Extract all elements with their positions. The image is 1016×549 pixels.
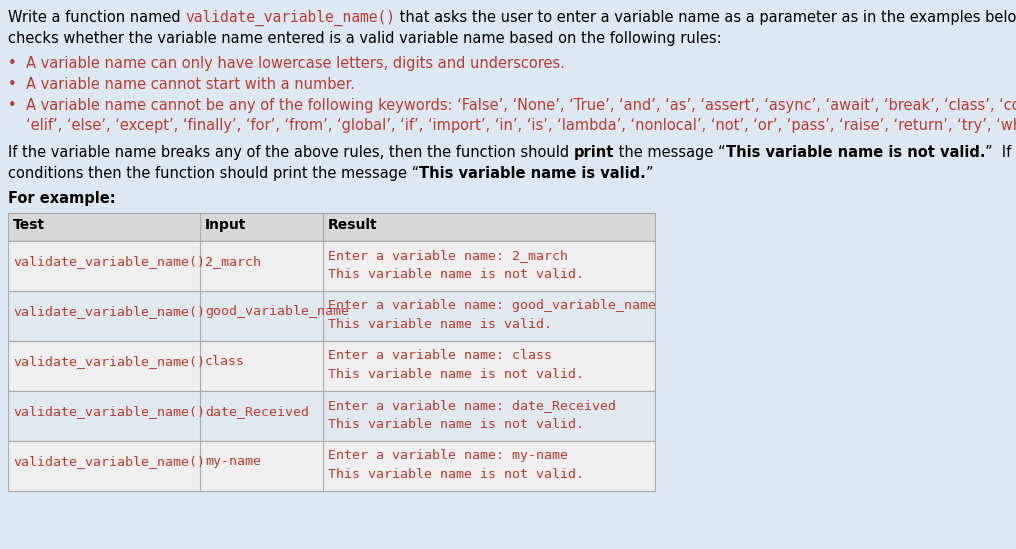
Text: checks whether the variable name entered is a valid variable name based on the f: checks whether the variable name entered… (8, 31, 721, 46)
Bar (8, 341, 655, 391)
Text: ‘elif’, ‘else’, ‘except’, ‘finally’, ‘for’, ‘from’, ‘global’, ‘if’, ‘import’, ‘i: ‘elif’, ‘else’, ‘except’, ‘finally’, ‘fo… (26, 118, 1016, 133)
Text: Input: Input (205, 218, 246, 232)
Text: •  A variable name cannot start with a number.: • A variable name cannot start with a nu… (8, 77, 355, 92)
Text: ”: ” (646, 166, 653, 181)
Bar (8, 441, 655, 491)
Text: validate_variable_name(): validate_variable_name() (13, 255, 205, 268)
Bar (8, 241, 655, 291)
Text: Enter a variable name: my-name: Enter a variable name: my-name (328, 449, 568, 462)
Text: good_variable_name: good_variable_name (205, 305, 350, 318)
Text: Enter a variable name: class: Enter a variable name: class (328, 349, 552, 362)
Text: Enter a variable name: good_variable_name: Enter a variable name: good_variable_nam… (328, 299, 656, 312)
Bar (8, 213, 655, 241)
Bar (8, 291, 655, 341)
Text: Result: Result (328, 218, 378, 232)
Text: class: class (205, 355, 245, 368)
Text: If the variable name breaks any of the above rules, then the function should: If the variable name breaks any of the a… (8, 145, 574, 160)
Text: •  A variable name cannot be any of the following keywords: ‘False’, ‘None’, ‘Tr: • A variable name cannot be any of the f… (8, 98, 1016, 113)
Text: my-name: my-name (205, 455, 261, 468)
Text: This variable name is not valid.: This variable name is not valid. (328, 418, 584, 431)
Text: validate_variable_name(): validate_variable_name() (13, 455, 205, 468)
Text: This variable name is not valid.: This variable name is not valid. (328, 268, 584, 281)
Text: This variable name is valid.: This variable name is valid. (328, 318, 552, 331)
Text: This variable name is not valid.: This variable name is not valid. (328, 368, 584, 381)
Text: that asks the user to enter a variable name as a parameter as in the examples be: that asks the user to enter a variable n… (395, 10, 1016, 25)
Text: Enter a variable name: 2_march: Enter a variable name: 2_march (328, 249, 568, 262)
Text: 2_march: 2_march (205, 255, 261, 268)
Text: conditions then the function should print the message “: conditions then the function should prin… (8, 166, 420, 181)
Text: validate_variable_name(): validate_variable_name() (13, 405, 205, 418)
Text: validate_variable_name(): validate_variable_name() (13, 355, 205, 368)
Text: Write a function named: Write a function named (8, 10, 185, 25)
Text: •  A variable name can only have lowercase letters, digits and underscores.: • A variable name can only have lowercas… (8, 56, 565, 71)
Bar (8, 391, 655, 441)
Text: This variable name is not valid.: This variable name is not valid. (328, 468, 584, 481)
Text: validate_variable_name(): validate_variable_name() (185, 10, 395, 26)
Text: date_Received: date_Received (205, 405, 309, 418)
Text: This variable name is not valid.: This variable name is not valid. (725, 145, 986, 160)
Text: validate_variable_name(): validate_variable_name() (13, 305, 205, 318)
Text: print: print (574, 145, 614, 160)
Text: Test: Test (13, 218, 45, 232)
Text: the message “: the message “ (614, 145, 725, 160)
Text: This variable name is valid.: This variable name is valid. (420, 166, 646, 181)
Text: Enter a variable name: date_Received: Enter a variable name: date_Received (328, 399, 616, 412)
Text: ”  If it satisfies all the: ” If it satisfies all the (986, 145, 1016, 160)
Text: For example:: For example: (8, 191, 116, 206)
